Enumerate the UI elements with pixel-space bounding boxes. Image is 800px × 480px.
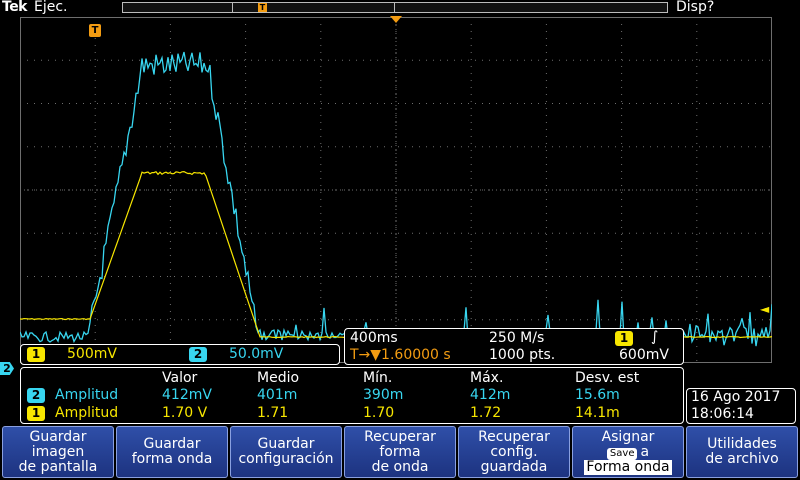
trigger-level: 600mV: [619, 347, 669, 363]
date-time-box: 16 Ago 2017 18:06:14: [686, 388, 796, 424]
sample-rate: 250 M/s: [489, 330, 545, 346]
button-label: configuración: [238, 451, 334, 467]
button-label: Guardar: [143, 436, 201, 452]
softkey-menu: Guardar imagen de pantalla Guardar forma…: [0, 426, 800, 480]
ch2-badge: 2: [189, 347, 207, 362]
cell-min: 390m: [363, 387, 404, 403]
cell-medio: 401m: [257, 387, 298, 403]
save-key-icon: Save: [606, 447, 638, 460]
recall-waveform-button[interactable]: Recuperar forma de onda: [344, 426, 456, 478]
header-min: Mín.: [363, 370, 393, 386]
record-trigger-marker: T: [258, 3, 267, 12]
cell-min: 1.70: [363, 405, 395, 421]
button-label: de pantalla: [18, 458, 98, 475]
time: 18:06:14: [691, 406, 754, 422]
ch1-scale: 500mV: [67, 346, 117, 362]
button-label: de onda: [371, 458, 429, 475]
time-per-div: 400ms: [350, 330, 398, 346]
file-utilities-button[interactable]: Utilidades de archivo: [686, 426, 798, 478]
ch1-badge: 1: [27, 347, 45, 362]
header-max: Máx.: [470, 370, 504, 386]
table-row: 2 Amplitud 412mV 401m 390m 412m 15.6m: [21, 387, 683, 405]
trigger-level-icon[interactable]: ◄: [760, 302, 770, 316]
trigger-source-badge: 1: [615, 331, 633, 346]
trigger-slope-icon: ∫: [651, 329, 659, 345]
cell-medio: 1.71: [257, 405, 289, 421]
date: 16 Ago 2017: [691, 389, 781, 405]
button-label: Guardar: [257, 436, 315, 452]
record-view-bar: [122, 2, 668, 13]
display-state: Disp?: [676, 0, 715, 15]
ch2-row-badge: 2: [27, 388, 45, 403]
button-label: imagen: [31, 443, 85, 460]
button-label: Utilidades: [707, 436, 777, 452]
brand-logo: Tek: [2, 0, 28, 15]
table-row: 1 Amplitud 1.70 V 1.71 1.70 1.72 14.1m: [21, 405, 683, 423]
button-label: forma onda: [131, 451, 213, 467]
measurement-table[interactable]: Valor Medio Mín. Máx. Desv. est 2 Amplit…: [20, 367, 684, 424]
save-waveform-button[interactable]: Guardar forma onda: [116, 426, 228, 478]
button-label: a: [640, 443, 650, 460]
timebase-readout[interactable]: 400ms 250 M/s 1 ∫ T→▼1.60000 s 1000 pts.…: [344, 328, 684, 365]
cell-desv: 14.1m: [575, 405, 620, 421]
button-label: Asignar: [601, 428, 655, 445]
cell-max: 1.72: [470, 405, 502, 421]
ch2-ground-marker[interactable]: 2: [0, 362, 14, 375]
header-medio: Medio: [257, 370, 300, 386]
ch1-waveform: [20, 170, 772, 339]
button-label: forma: [379, 443, 421, 460]
record-length: 1000 pts.: [489, 347, 556, 363]
save-setup-button[interactable]: Guardar configuración: [230, 426, 342, 478]
header-desv: Desv. est: [575, 370, 640, 386]
button-label: guardada: [480, 458, 548, 475]
cell-valor: 412mV: [162, 387, 212, 403]
button-label: Recuperar: [364, 428, 436, 445]
waveform-graticule: [20, 17, 772, 363]
grid-lines: [20, 17, 772, 363]
ch1-row-badge: 1: [27, 406, 45, 421]
recall-setup-button[interactable]: Recuperar config. guardada: [458, 426, 570, 478]
header-valor: Valor: [162, 370, 198, 386]
trigger-position-icon[interactable]: T: [89, 24, 101, 37]
cell-max: 412m: [470, 387, 511, 403]
row-measure-name: Amplitud: [55, 387, 119, 403]
button-label: Guardar: [29, 428, 87, 445]
horizontal-position-marker[interactable]: [390, 16, 402, 23]
row-measure-name: Amplitud: [55, 405, 119, 421]
button-label: Recuperar: [478, 428, 550, 445]
trigger-position: T→▼1.60000 s: [350, 347, 451, 363]
cell-desv: 15.6m: [575, 387, 620, 403]
cell-valor: 1.70 V: [162, 405, 208, 421]
channel-scale-readout[interactable]: 1 500mV 2 50.0mV: [20, 344, 340, 365]
button-label: de archivo: [705, 451, 779, 467]
assign-save-button[interactable]: Asignar Save a Forma onda: [572, 426, 684, 478]
save-screen-image-button[interactable]: Guardar imagen de pantalla: [2, 426, 114, 478]
button-label: config.: [490, 443, 538, 460]
run-state: Ejec.: [34, 0, 68, 15]
button-label-selected: Forma onda: [584, 458, 672, 475]
record-view-window: [232, 2, 395, 13]
ch2-scale: 50.0mV: [229, 346, 284, 362]
